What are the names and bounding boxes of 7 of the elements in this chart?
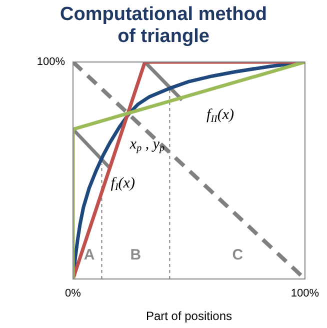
annotation: A bbox=[84, 246, 95, 264]
x-tick-label: 0% bbox=[65, 288, 82, 300]
annotation: B bbox=[130, 246, 142, 264]
text: 100% bbox=[36, 56, 66, 68]
x-axis-title: Part of positions bbox=[146, 309, 232, 324]
chart-title: Computational method of triangle bbox=[59, 3, 268, 49]
annotation: C bbox=[232, 246, 244, 264]
